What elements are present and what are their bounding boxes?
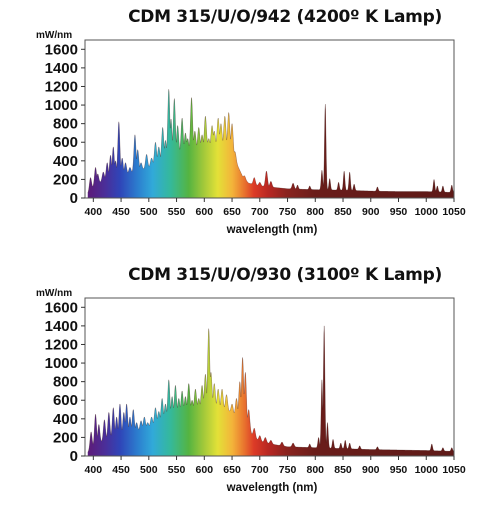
chart-title: CDM 315/U/O/930 (3100º K Lamp) [128, 265, 442, 285]
x-tick-label: 450 [112, 464, 130, 476]
x-axis-group: 400 450 500 550 600 650 700 750 800 850 900 950 1000… [85, 456, 466, 476]
x-tick-label: 700 [251, 206, 269, 218]
x-axis-label: wavelength (nm) [226, 224, 318, 236]
x-tick-label: 650 [223, 464, 241, 476]
chart-cdm-930: CDM 315/U/O/930 (3100º K Lamp) mW/nm [0, 258, 500, 508]
x-tick-label: 750 [279, 206, 297, 218]
y-tick-label: 1400 [45, 60, 78, 77]
spectrum-area [87, 89, 455, 198]
y-tick-label: 1200 [45, 336, 78, 353]
y-tick-label: 800 [53, 116, 78, 133]
y-tick-label: 0 [70, 448, 78, 465]
spectrum-outline [87, 89, 455, 193]
x-tick-label: 400 [85, 464, 103, 476]
y-tick-label: 1200 [45, 78, 78, 95]
x-tick-label: 700 [251, 464, 269, 476]
x-tick-label: 1050 [442, 464, 466, 476]
chart-svg: CDM 315/U/O/942 (4200º K Lamp) mW/nm [36, 7, 466, 236]
y-axis-unit-label: mW/nm [36, 30, 72, 41]
x-tick-label: 1000 [415, 206, 439, 218]
plot-frame [84, 297, 455, 457]
x-tick-label: 450 [112, 206, 130, 218]
x-axis-group: 400 450 500 550 600 650 700 750 800 850 900 950 1000… [85, 198, 466, 218]
x-tick-label: 1000 [415, 464, 439, 476]
x-tick-label: 900 [362, 464, 380, 476]
y-tick-label: 600 [53, 134, 78, 151]
chart-title: CDM 315/U/O/942 (4200º K Lamp) [128, 7, 442, 27]
x-axis-label: wavelength (nm) [226, 482, 318, 494]
y-tick-label: 200 [53, 429, 78, 446]
spectrum-outline [87, 325, 455, 453]
x-tick-label: 950 [390, 206, 408, 218]
x-tick-label: 950 [390, 464, 408, 476]
x-tick-label: 850 [334, 464, 352, 476]
x-tick-label: 750 [279, 464, 297, 476]
y-tick-label: 1000 [45, 97, 78, 114]
x-tick-label: 550 [168, 206, 186, 218]
x-tick-label: 650 [223, 206, 241, 218]
spectrum-area-group [87, 89, 455, 198]
y-tick-label: 1400 [45, 318, 78, 335]
plot-frame [84, 39, 455, 199]
spectrum-area-group [87, 325, 455, 456]
y-tick-label: 1600 [45, 41, 78, 58]
y-tick-label: 1600 [45, 299, 78, 316]
y-tick-label: 600 [53, 392, 78, 409]
x-tick-label: 400 [85, 206, 103, 218]
y-tick-label: 0 [70, 190, 78, 207]
chart-svg: CDM 315/U/O/930 (3100º K Lamp) mW/nm [36, 265, 466, 494]
x-tick-label: 600 [196, 464, 214, 476]
x-tick-label: 500 [140, 464, 158, 476]
chart-cdm-942: CDM 315/U/O/942 (4200º K Lamp) mW/nm [0, 0, 500, 250]
x-tick-label: 1050 [442, 206, 466, 218]
y-tick-label: 1000 [45, 355, 78, 372]
spectrum-area [87, 325, 455, 456]
y-tick-label: 200 [53, 171, 78, 188]
x-tick-label: 800 [307, 206, 325, 218]
y-tick-label: 800 [53, 374, 78, 391]
x-tick-label: 850 [334, 206, 352, 218]
y-axis-unit-label: mW/nm [36, 288, 72, 299]
x-tick-label: 550 [168, 464, 186, 476]
y-tick-label: 400 [53, 153, 78, 170]
x-tick-label: 500 [140, 206, 158, 218]
x-tick-label: 600 [196, 206, 214, 218]
y-tick-label: 400 [53, 411, 78, 428]
x-tick-label: 900 [362, 206, 380, 218]
x-tick-label: 800 [307, 464, 325, 476]
